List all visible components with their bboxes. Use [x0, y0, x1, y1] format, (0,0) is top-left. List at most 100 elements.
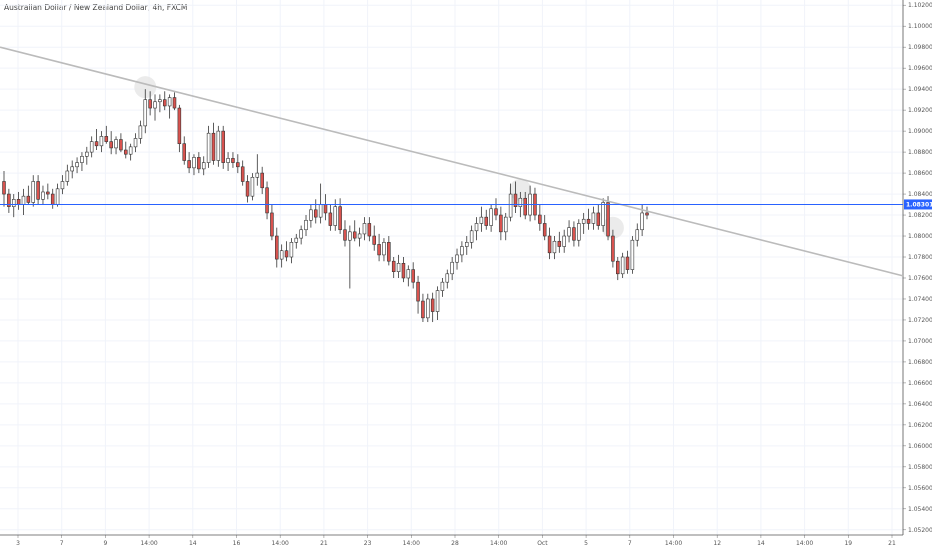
candle-up — [279, 250, 284, 260]
candle-up — [577, 223, 581, 241]
x-tick-label: 7 — [628, 540, 632, 547]
x-tick-label: 14:00 — [272, 540, 289, 547]
candle-down — [245, 181, 250, 197]
candle-down — [411, 269, 415, 283]
y-tick-label: 1.06400 — [908, 401, 932, 408]
trendline[interactable] — [0, 46, 904, 277]
candle-up — [601, 202, 605, 226]
candle-up — [435, 290, 440, 312]
y-tick-label: 1.07600 — [908, 275, 932, 282]
candle-down — [119, 139, 123, 151]
candle-up — [362, 223, 367, 235]
y-tick-label: 1.08000 — [908, 233, 932, 240]
candle-up — [396, 263, 401, 272]
x-tick-label: 5 — [584, 540, 588, 547]
candle-down — [401, 263, 406, 279]
candle-down — [7, 193, 11, 207]
candle-up — [382, 242, 386, 256]
candle-up — [11, 199, 16, 207]
y-tick-label: 1.10000 — [908, 23, 932, 30]
candle-down — [542, 223, 547, 237]
candle-down — [572, 227, 576, 241]
candle-down — [328, 212, 333, 226]
y-tick-label: 1.07000 — [908, 338, 932, 345]
candle-down — [172, 97, 177, 109]
candle-up — [65, 170, 70, 182]
candle-up — [552, 240, 557, 254]
candle-down — [484, 216, 489, 226]
y-tick-label: 1.05600 — [908, 485, 932, 492]
x-tick-label: 3 — [16, 540, 20, 547]
candle-down — [270, 212, 274, 237]
candle-down — [513, 193, 518, 207]
candle-up — [41, 191, 45, 200]
candle-down — [240, 166, 245, 182]
y-tick-label: 1.09800 — [908, 44, 932, 51]
candle-up — [289, 242, 294, 258]
candle-down — [367, 223, 372, 237]
candle-down — [523, 197, 527, 216]
x-tick-label: 14:00 — [403, 540, 420, 547]
candle-down — [606, 202, 610, 237]
candle-down — [586, 218, 591, 224]
candle-up — [318, 204, 323, 218]
candle-up — [21, 195, 26, 205]
candle-down — [494, 208, 498, 216]
candle-down — [148, 99, 152, 109]
candle-down — [16, 199, 21, 205]
candle-up — [620, 256, 625, 275]
candle-up — [567, 227, 571, 237]
candle-down — [538, 214, 542, 224]
x-tick-label: 14:00 — [796, 540, 813, 547]
candle-up — [474, 223, 479, 232]
candle-down — [124, 149, 128, 155]
y-tick-label: 1.07400 — [908, 296, 932, 303]
candle-down — [499, 214, 503, 233]
x-tick-label: 14 — [757, 540, 765, 547]
x-tick-label: 21 — [888, 540, 896, 547]
x-tick-label: 28 — [451, 540, 459, 547]
candle-down — [260, 172, 264, 189]
x-tick-label: 14 — [189, 540, 197, 547]
candle-up — [465, 242, 469, 247]
candle-up — [60, 181, 65, 190]
last-price-label: 1.08301 — [906, 201, 932, 208]
candle-up — [460, 246, 464, 256]
candle-up — [455, 254, 459, 263]
candle-down — [26, 195, 31, 203]
y-tick-label: 1.09000 — [908, 128, 932, 135]
candle-up — [216, 130, 221, 161]
candle-down — [236, 162, 240, 168]
candle-down — [46, 191, 50, 195]
candle-up — [562, 235, 566, 247]
candle-down — [162, 99, 167, 107]
x-tick-label: 9 — [103, 540, 107, 547]
candle-up — [440, 281, 445, 291]
candle-up — [450, 261, 454, 275]
candle-down — [430, 298, 435, 312]
y-tick-label: 1.09400 — [908, 86, 932, 93]
candle-up — [333, 206, 338, 226]
candle-down — [94, 141, 99, 147]
y-tick-label: 1.08400 — [908, 191, 932, 198]
candle-down — [197, 157, 201, 170]
candle-down — [547, 235, 552, 254]
y-tick-label: 1.06200 — [908, 422, 932, 429]
candle-down — [416, 281, 420, 302]
candle-down — [372, 235, 376, 245]
candle-down — [2, 181, 6, 195]
candle-up — [518, 197, 523, 207]
x-tick-label: 23 — [364, 540, 372, 547]
candle-down — [338, 206, 342, 231]
candle-up — [158, 99, 162, 103]
y-tick-label: 1.05800 — [908, 464, 932, 471]
x-tick-label: Oct — [537, 540, 548, 547]
candle-down — [377, 244, 381, 256]
x-tick-label: 12 — [713, 540, 721, 547]
candle-up — [479, 216, 484, 224]
candle-down — [36, 181, 40, 200]
x-tick-label: 16 — [233, 540, 241, 547]
candle-up — [85, 151, 89, 157]
y-tick-label: 1.07200 — [908, 317, 932, 324]
